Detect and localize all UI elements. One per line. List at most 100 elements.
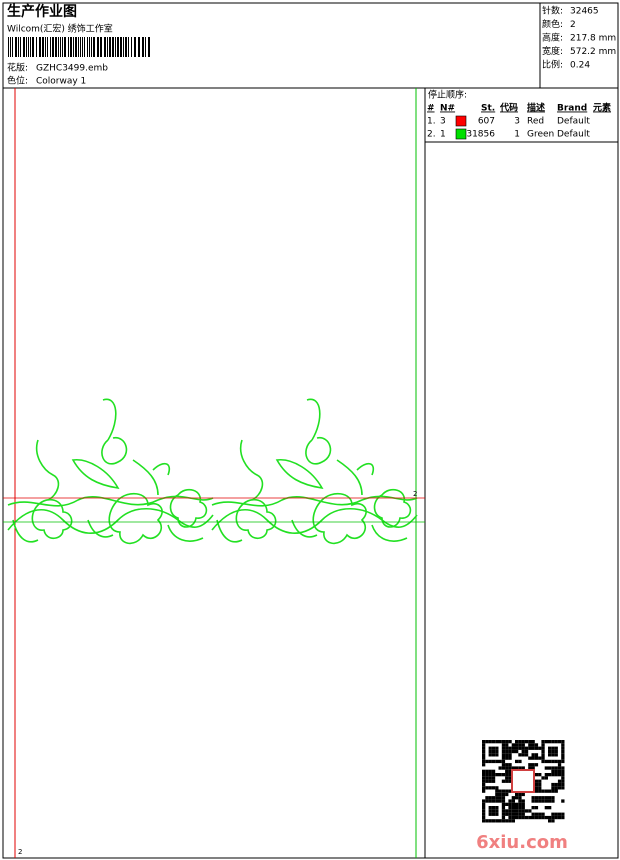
qr-module bbox=[505, 766, 509, 770]
qr-module bbox=[561, 799, 565, 803]
qr-module bbox=[495, 819, 499, 823]
qr-module bbox=[501, 799, 506, 803]
qr-seal bbox=[511, 769, 535, 793]
qr-module bbox=[541, 759, 545, 764]
bar bbox=[26, 37, 27, 57]
qr-module bbox=[515, 796, 519, 800]
qr-module bbox=[505, 812, 509, 816]
qr-module bbox=[485, 776, 489, 780]
bar bbox=[32, 37, 34, 57]
qr-module bbox=[482, 753, 486, 757]
qr-module bbox=[505, 753, 509, 757]
qr-module bbox=[511, 809, 515, 813]
qr-module bbox=[488, 776, 492, 780]
qr-module bbox=[501, 812, 506, 816]
qr-module bbox=[485, 799, 489, 803]
qr-module bbox=[531, 743, 535, 747]
qr-module bbox=[498, 792, 502, 797]
qr-module bbox=[534, 812, 539, 816]
qr-module bbox=[561, 812, 565, 816]
qr-module bbox=[554, 773, 558, 777]
qr-module bbox=[511, 746, 515, 750]
bar bbox=[18, 37, 19, 57]
qr-module bbox=[554, 769, 558, 773]
qr-module bbox=[518, 766, 522, 770]
qr-module bbox=[495, 759, 499, 764]
qr-module bbox=[501, 749, 506, 754]
qr-module bbox=[505, 743, 509, 747]
qr-module bbox=[501, 802, 506, 806]
bar bbox=[134, 37, 136, 57]
qr-module bbox=[561, 759, 565, 764]
qr-module bbox=[515, 792, 519, 797]
stat-label: 颜色: bbox=[542, 18, 563, 30]
qr-module bbox=[482, 812, 486, 816]
qr-module bbox=[505, 756, 509, 760]
stat-value: 0.24 bbox=[570, 61, 590, 71]
qr-module bbox=[554, 815, 558, 820]
qr-module bbox=[495, 796, 499, 800]
qr-module bbox=[508, 763, 512, 767]
qr-module bbox=[538, 789, 542, 793]
stats: 针数: 32465 颜色: 2 高度: 217.8 mm 宽度: 572.2 mm 比例: 0.2… bbox=[542, 5, 616, 71]
qr-module bbox=[531, 799, 535, 803]
barcode bbox=[8, 37, 150, 57]
qr-module bbox=[554, 740, 558, 744]
qr-module bbox=[518, 740, 522, 744]
qr-module bbox=[501, 756, 506, 760]
qr-module bbox=[548, 796, 552, 800]
qr-module bbox=[534, 763, 539, 767]
bar bbox=[36, 37, 37, 57]
qr-module bbox=[557, 815, 562, 820]
qr-module bbox=[498, 796, 502, 800]
qr-module bbox=[538, 756, 542, 760]
qr-module bbox=[518, 806, 522, 810]
qr-module bbox=[551, 740, 555, 744]
qr-module bbox=[491, 799, 496, 803]
qr-module bbox=[511, 743, 515, 747]
qr-module bbox=[491, 779, 496, 783]
stat-label: 针数: bbox=[542, 5, 563, 17]
bar bbox=[42, 37, 44, 57]
qr-module bbox=[544, 799, 548, 803]
qr-module bbox=[524, 740, 529, 744]
qr-module bbox=[482, 776, 486, 780]
qr-module bbox=[501, 753, 506, 757]
qr-module bbox=[498, 759, 502, 764]
qr-module bbox=[518, 759, 522, 764]
qr-module bbox=[531, 796, 535, 800]
bar bbox=[20, 37, 21, 57]
code: 3 bbox=[514, 117, 520, 127]
qr-module bbox=[541, 740, 545, 744]
description: Green bbox=[527, 130, 554, 140]
qr-module bbox=[485, 786, 489, 790]
qr-module bbox=[548, 759, 552, 764]
qr-module bbox=[544, 776, 548, 780]
qr-module bbox=[541, 753, 545, 757]
bar bbox=[68, 37, 69, 57]
qr-module bbox=[515, 815, 519, 820]
qr-module bbox=[534, 746, 539, 750]
qr-module bbox=[482, 802, 486, 806]
qr-module bbox=[531, 763, 535, 767]
watermark: 6xiu.com bbox=[476, 832, 568, 853]
qr-module bbox=[485, 779, 489, 783]
qr-module bbox=[538, 746, 542, 750]
stat-value: 2 bbox=[570, 20, 576, 30]
studio: Wilcom(汇宏) 绣饰工作室 bbox=[7, 23, 113, 35]
qr-module bbox=[511, 819, 515, 823]
qr-module bbox=[508, 806, 512, 810]
qr-module bbox=[515, 812, 519, 816]
qr-module bbox=[482, 799, 486, 803]
qr-module bbox=[508, 802, 512, 806]
qr-module bbox=[557, 763, 562, 767]
qr-module bbox=[561, 786, 565, 790]
row-index: 2. bbox=[427, 130, 436, 140]
qr-module bbox=[495, 799, 499, 803]
qr-module bbox=[538, 782, 542, 787]
qr-module bbox=[561, 779, 565, 783]
bar bbox=[23, 37, 25, 57]
qr-module bbox=[548, 799, 552, 803]
qr-module bbox=[528, 756, 532, 760]
